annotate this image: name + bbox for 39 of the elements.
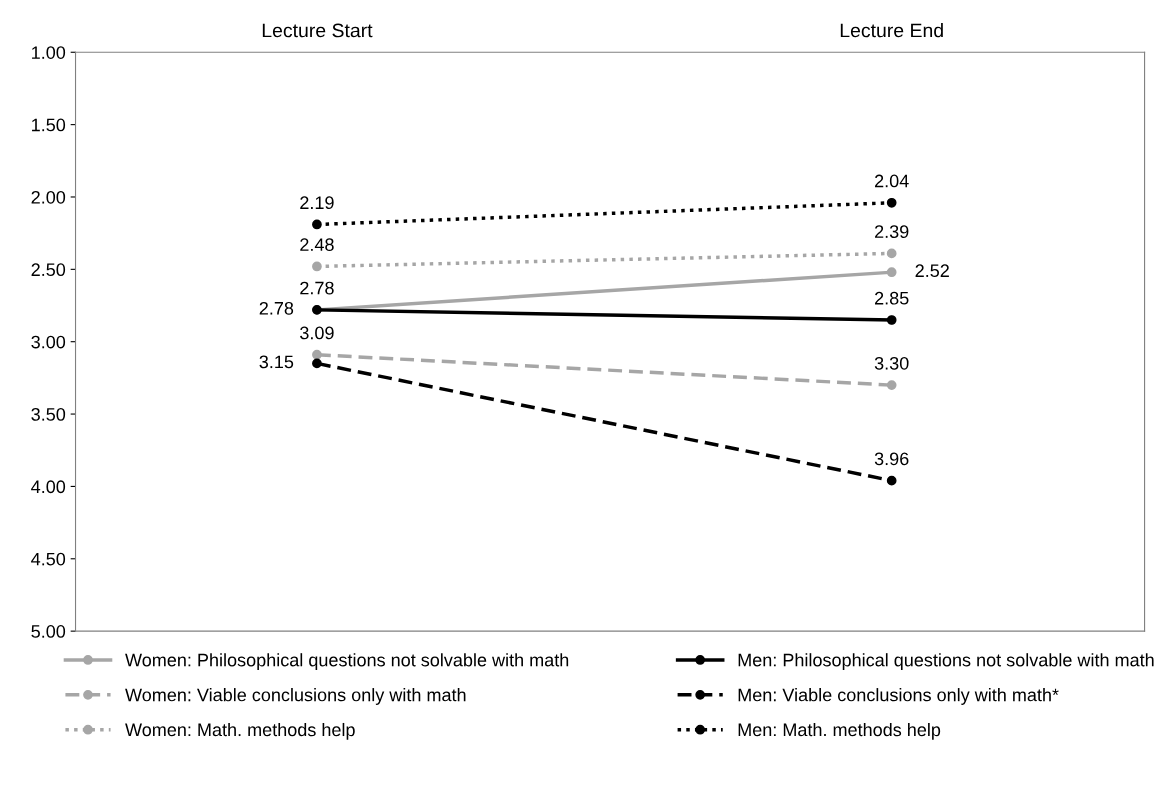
y-tick-label: 4.50 bbox=[31, 552, 66, 566]
point bbox=[312, 261, 322, 272]
y-tick-label: 1.50 bbox=[32, 118, 66, 132]
x-tick-label: Lecture End bbox=[840, 23, 943, 38]
data-label: 2.78 bbox=[300, 281, 334, 295]
legend-label: Women: Philosophical questions not solvable with math bbox=[125, 653, 569, 671]
data-label: 3.15 bbox=[259, 355, 294, 369]
point bbox=[886, 197, 897, 208]
data-label: 3.09 bbox=[300, 326, 334, 340]
data-label: 2.78 bbox=[259, 301, 294, 315]
point bbox=[886, 475, 897, 486]
data-label: 2.04 bbox=[875, 174, 909, 188]
legend-label: Men: Viable conclusions only with math* bbox=[738, 688, 1059, 705]
legend-label: Men: Math. methods help bbox=[738, 722, 941, 740]
data-label: 2.52 bbox=[915, 264, 949, 278]
y-tick-label: 3.00 bbox=[31, 335, 66, 349]
point bbox=[886, 380, 897, 390]
data-label: 3.96 bbox=[874, 452, 909, 466]
y-tick-label: 3.50 bbox=[31, 407, 66, 421]
y-tick-label: 2.00 bbox=[31, 190, 66, 204]
point bbox=[886, 315, 897, 325]
legend-label: Women: Viable conclusions only with math bbox=[125, 688, 466, 705]
data-label: 2.19 bbox=[300, 196, 334, 210]
point bbox=[312, 358, 322, 369]
data-label: 2.39 bbox=[875, 225, 909, 239]
y-tick-label: 2.50 bbox=[31, 263, 66, 277]
y-tick-label: 5.00 bbox=[31, 625, 66, 638]
data-label: 2.85 bbox=[875, 291, 909, 305]
legend-label: Women: Math. methods help bbox=[125, 722, 355, 740]
point bbox=[312, 349, 322, 360]
legend-label: Men: Philosophical questions not solvable with math bbox=[738, 653, 1154, 671]
point bbox=[312, 219, 322, 230]
x-tick-label: Lecture Start bbox=[262, 23, 373, 38]
data-label: 3.30 bbox=[874, 356, 909, 370]
point bbox=[886, 267, 897, 278]
point bbox=[886, 248, 897, 259]
data-label: 2.48 bbox=[300, 238, 334, 252]
y-tick-label: 4.00 bbox=[31, 480, 66, 494]
y-tick-label: 1.00 bbox=[32, 46, 66, 59]
